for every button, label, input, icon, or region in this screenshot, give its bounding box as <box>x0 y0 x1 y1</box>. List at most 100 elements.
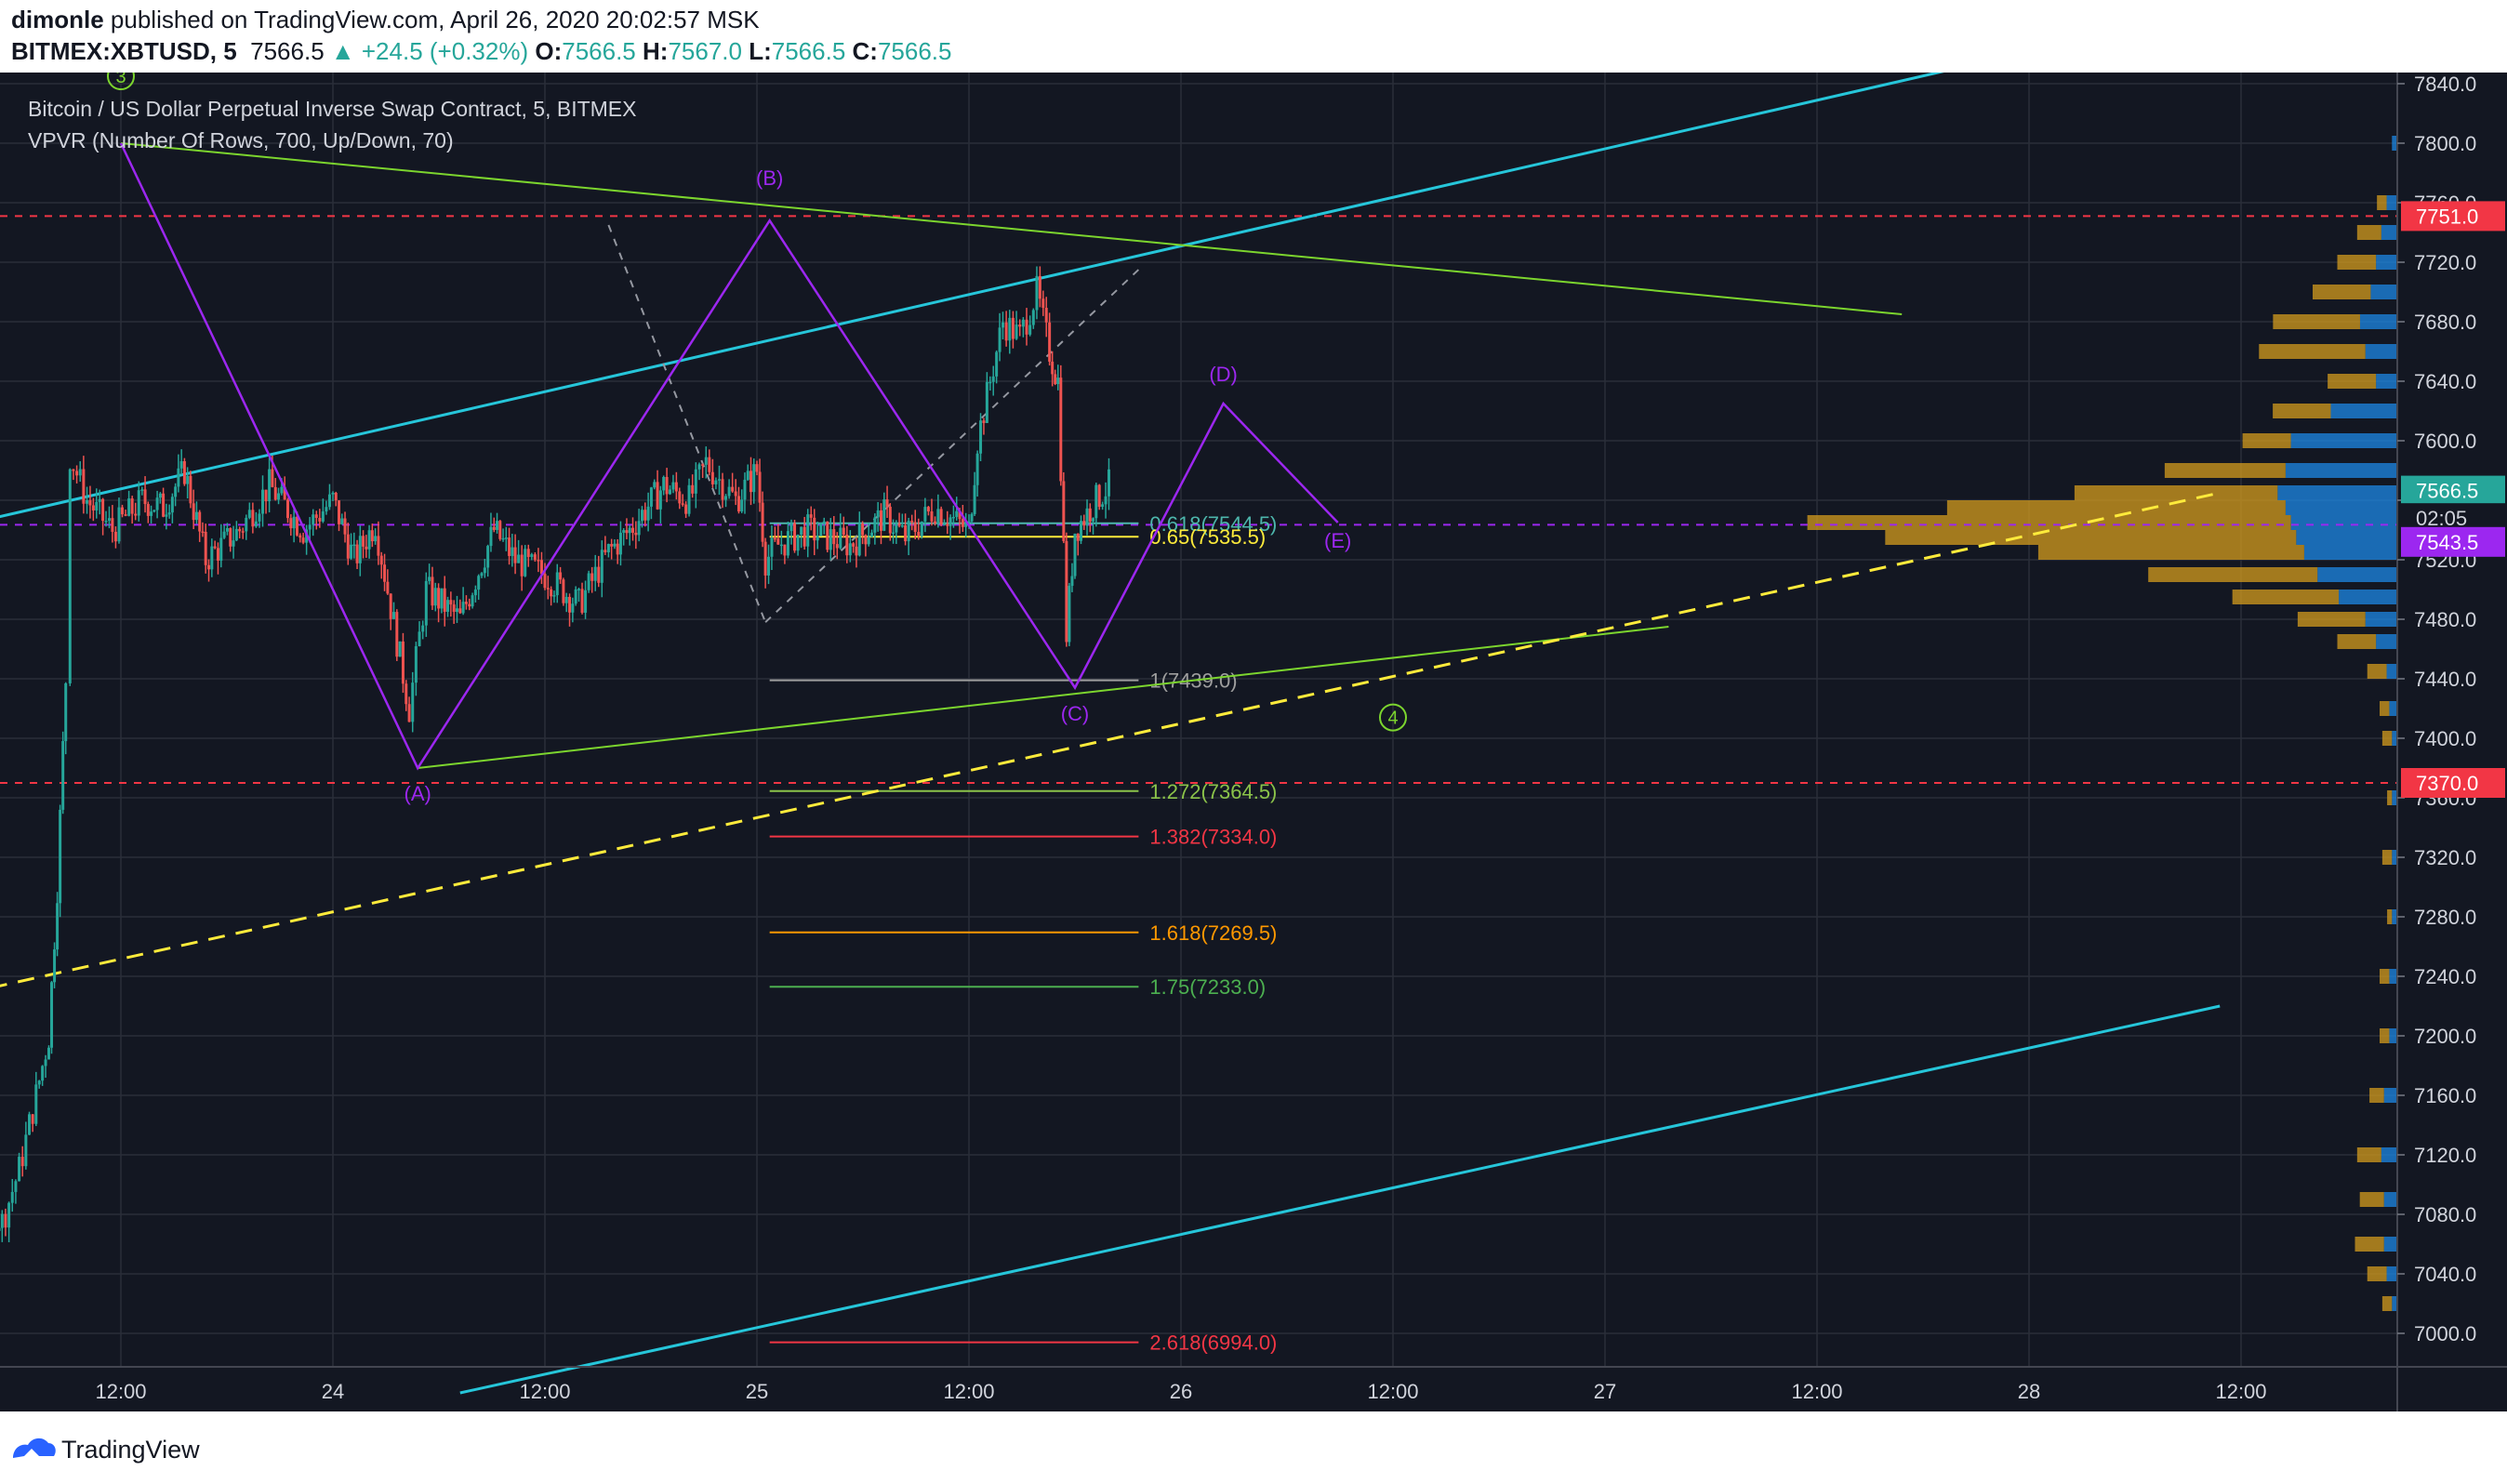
volume-profile-bar-up <box>2381 1147 2397 1162</box>
candle-body <box>273 486 277 500</box>
candle-body <box>318 518 322 522</box>
candle-body <box>776 538 780 545</box>
price-tick-label: 7400.0 <box>2414 727 2476 750</box>
candle-body <box>431 576 434 606</box>
candle-body <box>504 537 508 539</box>
candle-body <box>374 536 378 542</box>
chart-legend-title[interactable]: Bitcoin / US Dollar Perpetual Inverse Sw… <box>28 97 637 121</box>
candle-body <box>861 523 865 536</box>
candle-body <box>44 1059 47 1067</box>
candle-body <box>352 544 356 547</box>
volume-profile-bar-down <box>2381 731 2393 746</box>
candle-body <box>268 469 272 502</box>
candle-body <box>1068 586 1071 643</box>
candle-body <box>1008 317 1012 341</box>
candle-body <box>967 521 971 523</box>
volume-profile-bar-up <box>2386 664 2397 679</box>
candle-body <box>637 521 641 536</box>
symbol[interactable]: BITMEX:XBTUSD, 5 <box>11 37 237 65</box>
candle-body <box>913 522 917 533</box>
chart-legend-indicator[interactable]: VPVR (Number Of Rows, 700, Up/Down, 70) <box>28 128 454 152</box>
candle-body <box>761 502 764 542</box>
elliott-wave-line <box>119 142 1339 771</box>
candle-body <box>1056 378 1060 385</box>
price-tick-label: 7080.0 <box>2414 1203 2476 1226</box>
volume-profile-bar-down <box>2380 701 2390 716</box>
candle-body <box>325 507 328 512</box>
volume-profile-bar-up <box>2370 285 2397 299</box>
candle-body <box>867 537 870 545</box>
volume-profile-bar-down <box>2297 612 2366 627</box>
candle-body <box>198 511 202 532</box>
fib-label: 2.618(6994.0) <box>1149 1332 1277 1355</box>
candle-body <box>826 521 829 550</box>
candle-body <box>848 543 852 556</box>
candle-body <box>471 595 474 607</box>
candle-body <box>508 537 511 556</box>
chart-svg[interactable]: 0.618(7544.5)0.65(7535.5)1(7439.0)1.272(… <box>0 73 2507 1411</box>
candle-body <box>338 500 341 524</box>
time-tick-label: 12:00 <box>519 1380 570 1403</box>
candle-body <box>936 509 940 523</box>
candle-body <box>684 504 688 514</box>
candle-body <box>407 704 411 722</box>
candle-body <box>511 547 514 556</box>
candle-body <box>486 546 490 568</box>
candle-body <box>942 523 946 525</box>
candle-body <box>473 590 477 596</box>
candle-body <box>948 517 952 526</box>
candle-body <box>571 603 575 613</box>
candle-body <box>580 589 584 613</box>
candle-body <box>241 531 245 533</box>
candle-body <box>876 510 880 518</box>
price-tick-label: 7600.0 <box>2414 430 2476 453</box>
candle-body <box>480 573 484 576</box>
volume-profile-bar-up <box>2389 1028 2397 1043</box>
candle-body <box>146 504 150 516</box>
candle-body <box>31 1114 34 1124</box>
candle-body <box>597 566 601 583</box>
candle-body <box>681 503 684 505</box>
volume-profile-bar-down <box>2259 344 2366 359</box>
candle-body <box>411 682 415 722</box>
candle-body <box>600 550 604 583</box>
time-tick-label: 12:00 <box>1791 1380 1842 1403</box>
candle-body <box>982 420 986 423</box>
volume-profile-bar-up <box>2296 530 2397 545</box>
volume-profile-bar-down <box>1946 500 2286 515</box>
author[interactable]: dimonle <box>11 6 104 33</box>
candle-body <box>258 513 261 522</box>
volume-profile-bar-up <box>2365 344 2397 359</box>
candle-body <box>658 490 662 510</box>
tradingview-logo-icon[interactable] <box>11 1432 58 1462</box>
candle-body <box>590 573 594 581</box>
volume-profile-bar-up <box>2389 701 2397 716</box>
candle-body <box>1038 275 1041 299</box>
candle-body <box>800 526 803 535</box>
wave-circle-label: 4 <box>1387 709 1398 729</box>
candle-body <box>461 602 465 614</box>
candle-body <box>207 564 211 570</box>
candle-body <box>56 903 60 950</box>
low-label: L: <box>749 37 772 65</box>
candle-body <box>796 534 800 551</box>
volume-profile-bar-up <box>2365 612 2397 627</box>
candle-body <box>458 608 462 614</box>
footer-brand[interactable]: TradingView <box>61 1436 200 1464</box>
candle-body <box>362 536 365 547</box>
volume-profile-bar-down <box>2313 285 2371 299</box>
volume-profile-bar-down <box>2381 1296 2393 1311</box>
candle-body <box>292 516 296 529</box>
chart-area[interactable]: 0.618(7544.5)0.65(7535.5)1(7439.0)1.272(… <box>0 73 2507 1411</box>
candle-body <box>951 516 955 519</box>
candle-body <box>1092 518 1095 522</box>
candle-body <box>386 581 390 594</box>
candle-body <box>793 523 797 551</box>
candle-body <box>606 544 610 552</box>
candle-body <box>59 809 62 904</box>
volume-profile-bar-down <box>1885 530 2297 545</box>
candle-body <box>210 546 214 570</box>
price-change: +24.5 (+0.32%) <box>361 37 529 65</box>
candle-body <box>1080 521 1083 541</box>
candle-body <box>1051 361 1055 375</box>
